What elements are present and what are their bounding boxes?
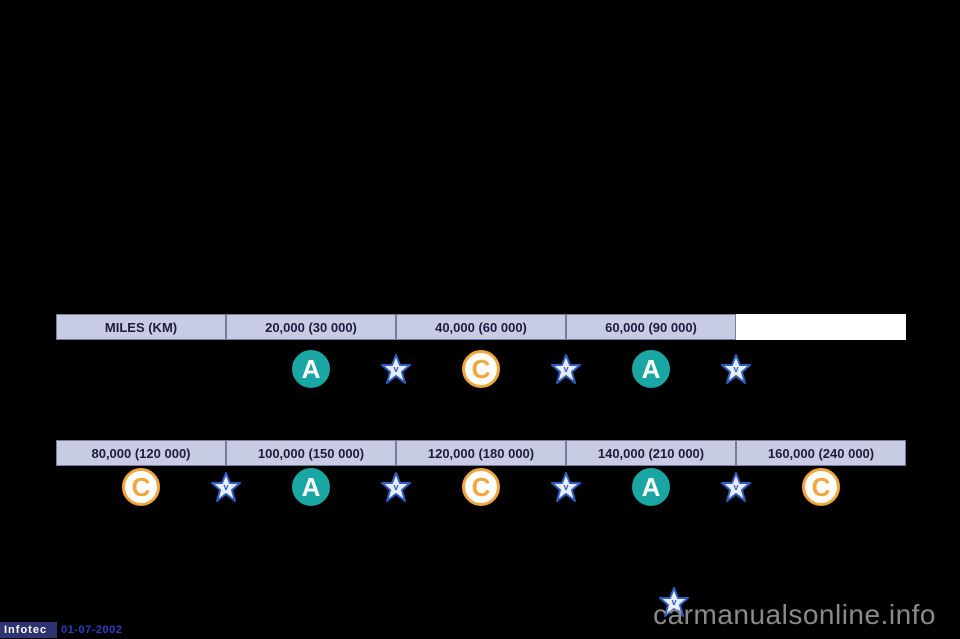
intermediate-visit-star-icon: v [720,353,752,385]
svg-text:v: v [393,364,398,374]
service-table-header-row-1: MILES (KM)20,000 (30 000)40,000 (60 000)… [56,314,906,340]
service-type-c-icon: C [122,468,160,506]
header-cell: 120,000 (180 000) [396,440,566,466]
svg-text:v: v [733,364,738,374]
header-cell: 60,000 (90 000) [566,314,736,340]
header-cell: 20,000 (30 000) [226,314,396,340]
header-cell: 40,000 (60 000) [396,314,566,340]
header-cell: 140,000 (210 000) [566,440,736,466]
svg-text:v: v [563,482,568,492]
service-icon-row-2: C v A v C v A v C [56,468,906,512]
intermediate-visit-star-icon: v [550,471,582,503]
service-type-a-icon: A [632,350,670,388]
infotec-badge: Infotec [0,622,57,638]
svg-text:v: v [223,482,228,492]
service-type-c-icon: C [802,468,840,506]
service-type-a-icon: A [292,350,330,388]
header-cell: 100,000 (150 000) [226,440,396,466]
service-icon-row-1: A v C v A v [56,350,906,394]
service-type-a-icon: A [632,468,670,506]
intermediate-visit-star-icon: v [380,471,412,503]
intermediate-visit-star-icon: v [550,353,582,385]
infotec-bar: Infotec 01-07-2002 [0,621,122,639]
header-cell: 160,000 (240 000) [736,440,906,466]
svg-text:v: v [733,482,738,492]
watermark: carmanualsonline.info [653,599,936,631]
blank-cell [736,314,906,340]
service-type-a-icon: A [292,468,330,506]
svg-text:v: v [563,364,568,374]
infotec-date: 01-07-2002 [61,624,122,636]
intermediate-visit-star-icon: v [720,471,752,503]
intermediate-visit-star-icon: v [210,471,242,503]
service-type-c-icon: C [462,350,500,388]
header-cell: 80,000 (120 000) [56,440,226,466]
svg-text:v: v [393,482,398,492]
service-table-header-row-2: 80,000 (120 000)100,000 (150 000)120,000… [56,440,906,466]
service-type-c-icon: C [462,468,500,506]
intermediate-visit-star-icon: v [380,353,412,385]
header-cell: MILES (KM) [56,314,226,340]
